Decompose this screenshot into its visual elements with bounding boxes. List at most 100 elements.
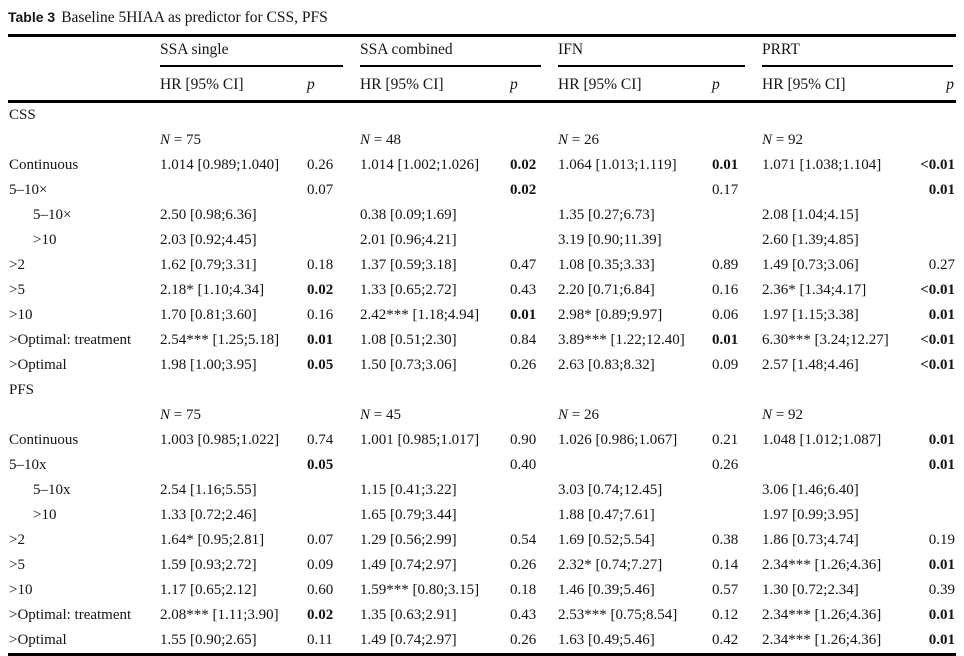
p-cell: 0.11 [307, 632, 333, 648]
section-row: PFS [8, 378, 956, 403]
hr-ci-cell [360, 453, 508, 478]
table-row: >10 1.17 [0.65;2.12] 0.60 1.59*** [0.80;3.1… [8, 578, 956, 603]
p-cell: 0.18 [510, 582, 537, 598]
row-label: >Optimal [9, 632, 67, 648]
hr-ci-cell: 2.08*** [1.11;3.90] [160, 607, 279, 623]
p-cell [305, 228, 360, 253]
empty-header [8, 36, 160, 68]
p-cell [710, 203, 762, 228]
p-cell: 0.60 [307, 582, 334, 598]
p-cell [305, 203, 360, 228]
p-cell: 0.01 [928, 632, 956, 648]
n-cell: N = 26 [558, 407, 600, 423]
table-row: 5–10× 2.50 [0.98;6.36] 0.38 [0.09;1.69] 1.3… [8, 203, 956, 228]
p-cell [905, 503, 956, 528]
n-cell: N = 75 [160, 132, 201, 148]
p-cell [508, 203, 558, 228]
row-label: 5–10x [9, 457, 47, 473]
p-cell: 0.19 [928, 532, 956, 548]
section-label: PFS [9, 382, 35, 398]
hr-ci-cell: 2.20 [0.71;6.84] [558, 282, 655, 298]
row-label: >10 [9, 307, 33, 323]
hr-ci-cell [558, 453, 710, 478]
empty-header [8, 67, 160, 103]
section-label: CSS [9, 107, 36, 123]
p-cell: 0.42 [712, 632, 739, 648]
p-cell [710, 228, 762, 253]
p-cell: 0.12 [712, 607, 739, 623]
hr-ci-cell: 1.59 [0.93;2.72] [160, 557, 257, 573]
p-cell [305, 503, 360, 528]
p-cell: 0.26 [510, 557, 537, 573]
row-label: >5 [9, 282, 25, 298]
p-cell: 0.01 [712, 157, 739, 173]
group-label: PRRT [762, 41, 800, 58]
row-label: >Optimal: treatment [9, 332, 132, 348]
hr-ci-cell: 2.63 [0.83;8.32] [558, 357, 655, 373]
n-cell: N = 92 [762, 407, 804, 423]
hr-ci-cell: 2.54*** [1.25;5.18] [160, 332, 280, 348]
hr-ci-cell: 2.34*** [1.26;4.36] [762, 632, 882, 648]
n-cell: N = 92 [762, 132, 804, 148]
row-label: 5–10× [9, 182, 48, 198]
row-label: >5 [9, 557, 25, 573]
hr-ci-cell: 2.34*** [1.26;4.36] [762, 557, 882, 573]
p-cell: 0.26 [510, 357, 537, 373]
hr-ci-cell: 2.42*** [1.18;4.94] [360, 307, 480, 323]
hr-ci-cell: 1.98 [1.00;3.95] [160, 357, 257, 373]
hr-ci-cell: 2.03 [0.92;4.45] [160, 232, 257, 248]
hr-ci-cell: 1.001 [0.985;1.017] [360, 432, 480, 448]
p-cell: 0.05 [307, 357, 334, 373]
table-row: >2 1.62 [0.79;3.31] 0.18 1.37 [0.59;3.18] 0.… [8, 253, 956, 278]
hr-ci-cell [762, 178, 905, 203]
row-label [8, 403, 160, 428]
hr-ci-cell: 2.36* [1.34;4.17] [762, 282, 867, 298]
section-row: CSS [8, 102, 956, 129]
table-row: N = 75 N = 45 N = 26 N = 92 [8, 403, 956, 428]
p-cell: 0.18 [307, 257, 334, 273]
hr-ci-cell: 1.014 [0.989;1.040] [160, 157, 280, 173]
p-cell [905, 228, 956, 253]
hr-ci-cell: 2.60 [1.39;4.85] [762, 232, 859, 248]
row-label: Continuous [9, 432, 79, 448]
p-cell: 0.07 [307, 532, 334, 548]
p-cell [508, 403, 558, 428]
table-row: N = 75 N = 48 N = 26 N = 92 [8, 128, 956, 153]
n-cell: N = 75 [160, 407, 201, 423]
hr-ci-cell: 1.55 [0.90;2.65] [160, 632, 257, 648]
hr-ci-cell: 1.62 [0.79;3.31] [160, 257, 257, 273]
p-cell [710, 403, 762, 428]
p-cell [710, 128, 762, 153]
table-caption-number: Table 3 [8, 9, 56, 25]
hr-ci-cell: 1.97 [0.99;3.95] [762, 507, 859, 523]
p-cell: 0.01 [928, 557, 956, 573]
p-header: p [508, 67, 559, 103]
p-cell: 0.89 [712, 257, 739, 273]
hr-ci-cell: 3.19 [0.90;11.39] [558, 232, 662, 248]
table-row: >Optimal: treatment 2.54*** [1.25;5.18] 0.… [8, 328, 956, 353]
table-row: >Optimal: treatment 2.08*** [1.11;3.90] 0.… [8, 603, 956, 628]
table-row: 5–10x 0.05 0.40 0.26 0.01 [8, 453, 956, 478]
hr-ci-cell: 1.35 [0.63;2.91] [360, 607, 457, 623]
p-cell: 0.02 [307, 607, 334, 623]
hr-ci-cell: 2.57 [1.48;4.46] [762, 357, 859, 373]
hr-ci-cell: 2.01 [0.96;4.21] [360, 232, 457, 248]
p-cell: 0.39 [928, 582, 956, 598]
hr-ci-cell: 1.026 [0.986;1.067] [558, 432, 678, 448]
hr-ci-cell: 1.08 [0.51;2.30] [360, 332, 457, 348]
hr-ci-cell: 1.65 [0.79;3.44] [360, 507, 457, 523]
p-cell: 0.01 [712, 332, 739, 348]
p-cell: <0.01 [920, 332, 956, 348]
table-row: >10 1.33 [0.72;2.46] 1.65 [0.79;3.44] 1.88 … [8, 503, 956, 528]
hr-ci-cell: 1.014 [1.002;1.026] [360, 157, 480, 173]
table-row: Continuous 1.003 [0.985;1.022] 0.74 1.001 [… [8, 428, 956, 453]
table-row: 5–10× 0.07 0.02 0.17 0.01 [8, 178, 956, 203]
row-label: >10 [33, 507, 57, 523]
p-cell: 0.06 [712, 307, 739, 323]
table-row: 5–10x 2.54 [1.16;5.55] 1.15 [0.41;3.22] 3.0… [8, 478, 956, 503]
p-cell: 0.02 [510, 157, 537, 173]
p-cell: 0.16 [307, 307, 334, 323]
hr-ci-cell: 0.38 [0.09;1.69] [360, 207, 457, 223]
p-cell: 0.01 [928, 307, 956, 323]
